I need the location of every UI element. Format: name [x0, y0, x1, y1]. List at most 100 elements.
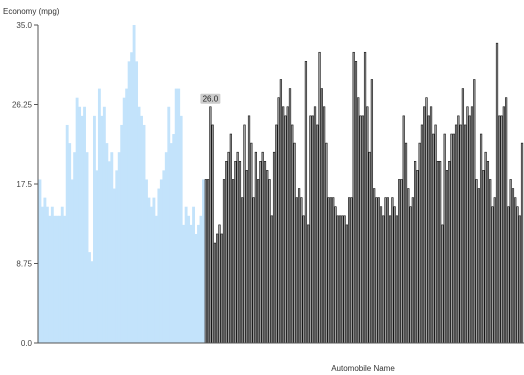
bar[interactable] [320, 88, 323, 344]
bar[interactable] [470, 106, 474, 344]
bar[interactable] [489, 179, 492, 344]
bar[interactable] [473, 79, 476, 344]
bar[interactable] [206, 179, 210, 344]
bar[interactable] [504, 97, 508, 344]
bar[interactable] [313, 106, 317, 344]
bar[interactable] [234, 160, 237, 344]
bar[interactable] [266, 170, 269, 344]
bar[interactable] [366, 106, 369, 344]
bar[interactable] [254, 151, 257, 344]
bar[interactable] [307, 224, 310, 344]
bar[interactable] [291, 124, 294, 344]
bar[interactable] [464, 124, 467, 344]
bar[interactable] [345, 224, 348, 344]
bar[interactable] [309, 115, 312, 344]
bar[interactable] [334, 206, 337, 344]
bar[interactable] [436, 160, 439, 344]
bar[interactable] [327, 197, 330, 344]
bar[interactable] [348, 197, 351, 344]
bar[interactable] [441, 224, 444, 344]
bar[interactable] [211, 124, 214, 344]
bar[interactable] [448, 160, 451, 344]
bar[interactable] [450, 133, 453, 344]
bar[interactable] [359, 115, 362, 344]
bar[interactable] [225, 160, 228, 344]
bar[interactable] [361, 115, 364, 344]
bar[interactable] [427, 115, 430, 344]
bar[interactable] [391, 197, 394, 344]
bar[interactable] [388, 215, 392, 344]
bar[interactable] [300, 197, 303, 344]
bar[interactable] [457, 115, 460, 344]
bar[interactable] [400, 179, 403, 344]
bar[interactable] [452, 133, 455, 344]
bar[interactable] [293, 142, 296, 344]
bar[interactable] [484, 151, 487, 344]
bar[interactable] [486, 160, 490, 344]
bar[interactable] [459, 124, 462, 344]
bar[interactable] [241, 197, 244, 344]
bar[interactable] [213, 242, 217, 344]
bar[interactable] [247, 115, 251, 344]
bar[interactable] [520, 142, 524, 344]
bar[interactable] [375, 197, 378, 344]
bar[interactable] [261, 151, 264, 344]
bar[interactable] [259, 160, 262, 344]
bar[interactable] [407, 188, 410, 344]
bar[interactable] [466, 106, 469, 344]
bar[interactable] [350, 197, 353, 344]
bar[interactable] [511, 188, 515, 344]
bar[interactable] [461, 88, 465, 344]
bar[interactable] [384, 197, 387, 344]
bar[interactable] [302, 215, 305, 344]
bar[interactable] [209, 106, 212, 344]
bar[interactable] [516, 206, 519, 344]
bar[interactable] [338, 215, 342, 344]
bar[interactable] [227, 151, 230, 344]
bar[interactable] [370, 79, 374, 344]
bar[interactable] [204, 179, 207, 344]
bar[interactable] [363, 51, 367, 344]
bar[interactable] [257, 179, 260, 344]
bar[interactable] [304, 61, 308, 344]
bar[interactable] [220, 233, 223, 344]
bar[interactable] [518, 215, 521, 344]
bar[interactable] [413, 160, 417, 344]
bar[interactable] [236, 151, 239, 344]
bar[interactable] [352, 51, 355, 344]
bar[interactable] [316, 124, 319, 344]
bar[interactable] [325, 142, 328, 344]
bar[interactable] [336, 215, 339, 344]
bar[interactable] [270, 215, 273, 344]
bar[interactable] [404, 142, 408, 344]
bar[interactable] [275, 124, 278, 344]
bar[interactable] [222, 179, 226, 344]
bar[interactable] [268, 179, 271, 344]
bar[interactable] [420, 124, 424, 344]
bar[interactable] [329, 197, 333, 344]
bar[interactable] [216, 233, 219, 344]
bar[interactable] [357, 97, 360, 344]
bar[interactable] [322, 106, 326, 344]
bar[interactable] [368, 151, 371, 344]
bar[interactable] [418, 142, 421, 344]
bar[interactable] [250, 142, 253, 344]
bar[interactable] [386, 197, 389, 344]
bar[interactable] [279, 79, 283, 344]
bar[interactable] [498, 115, 501, 344]
bar[interactable] [398, 179, 401, 344]
bar[interactable] [232, 179, 235, 344]
bar[interactable] [454, 124, 458, 344]
bar[interactable] [429, 106, 433, 344]
bar[interactable] [284, 115, 287, 344]
bar[interactable] [393, 206, 396, 344]
bar[interactable] [379, 206, 383, 344]
bar[interactable] [332, 197, 335, 344]
bar[interactable] [479, 133, 483, 344]
bar[interactable] [423, 106, 426, 344]
bar[interactable] [272, 151, 276, 344]
bar[interactable] [402, 115, 405, 344]
bar[interactable] [439, 160, 442, 344]
bar[interactable] [495, 42, 499, 344]
bar[interactable] [263, 160, 267, 344]
